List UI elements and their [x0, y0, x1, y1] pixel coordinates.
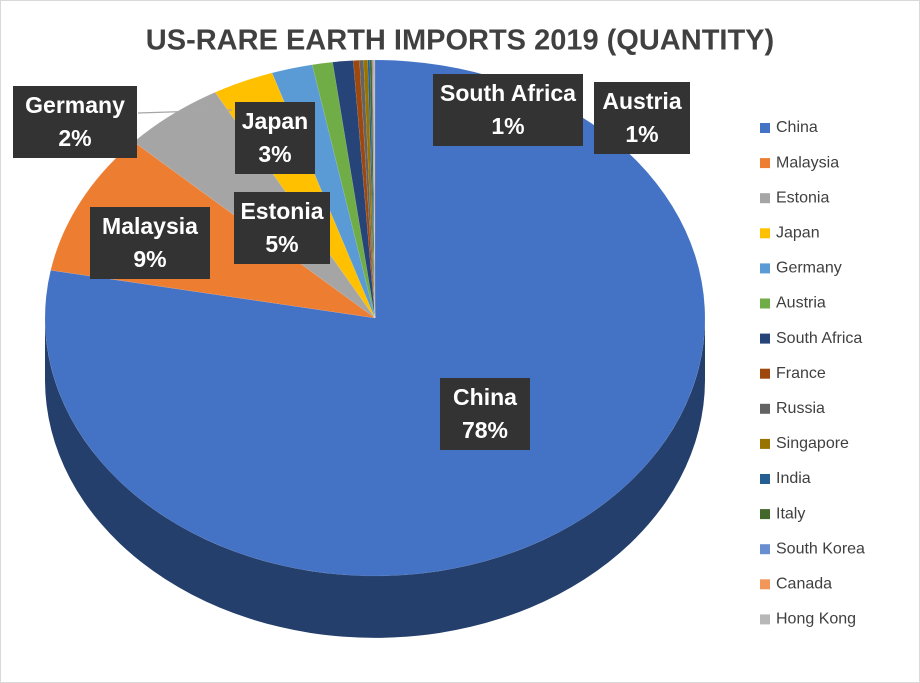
- data-label-value: 78%: [462, 417, 508, 443]
- legend-label: Hong Kong: [776, 611, 856, 628]
- data-labels: China 78% Malaysia 9% Estonia 5% Japan 3% German…: [13, 74, 690, 450]
- data-label-value: 2%: [58, 125, 91, 151]
- legend-label: Canada: [776, 576, 832, 593]
- legend-label: Singapore: [776, 435, 849, 452]
- data-label-box: [235, 102, 315, 174]
- slice-side: [45, 318, 705, 638]
- data-label-name: Japan: [242, 108, 308, 134]
- legend-swatch: [760, 298, 770, 309]
- legend-label: Japan: [776, 225, 820, 242]
- slice: [359, 59, 376, 319]
- legend-swatch: [760, 368, 770, 379]
- data-label-name: Germany: [25, 92, 125, 118]
- data-label-box: [440, 378, 530, 450]
- data-label-value: 5%: [265, 231, 298, 257]
- legend-label: China: [776, 119, 818, 136]
- legend-swatch: [760, 228, 770, 239]
- slice: [332, 60, 376, 319]
- legend-swatch: [760, 509, 770, 520]
- data-label-name: China: [453, 384, 517, 410]
- slice: [369, 59, 376, 319]
- slice: [352, 60, 376, 319]
- legend-swatch: [760, 263, 770, 274]
- legend-label: India: [776, 470, 811, 487]
- slice: [372, 59, 376, 319]
- slice: [311, 61, 376, 319]
- data-label-name: South Africa: [440, 80, 576, 106]
- data-label-name: Malaysia: [102, 213, 198, 239]
- legend-label: Russia: [776, 400, 825, 417]
- legend-swatch: [760, 123, 770, 133]
- legend-swatch: [760, 333, 770, 344]
- legend-label: South Korea: [776, 540, 865, 557]
- legend-label: Austria: [776, 295, 826, 312]
- data-label-box: [90, 207, 210, 279]
- data-label-name: Austria: [602, 88, 681, 114]
- leader-line: [137, 109, 233, 114]
- data-label-name: Estonia: [240, 198, 323, 224]
- legend-swatch: [760, 544, 770, 555]
- legend-swatch: [760, 579, 770, 590]
- legend-label: South Africa: [776, 330, 862, 347]
- data-label-box: [234, 192, 330, 264]
- data-label-value: 1%: [491, 113, 524, 139]
- legend-swatch: [760, 474, 770, 484]
- legend-label: France: [776, 365, 826, 382]
- legend-label: Malaysia: [776, 154, 839, 171]
- data-label-value: 3%: [258, 141, 291, 167]
- legend-label: Germany: [776, 260, 842, 277]
- data-label-box: [594, 82, 690, 154]
- slice: [373, 59, 376, 319]
- slice: [363, 59, 376, 319]
- legend: China Malaysia Estonia Japan Germany Austria S…: [760, 119, 865, 628]
- legend-swatch: [760, 614, 770, 625]
- chart-title: US-RARE EARTH IMPORTS 2019 (QUANTITY): [146, 25, 774, 57]
- legend-swatch: [760, 438, 770, 449]
- data-label-value: 9%: [133, 246, 166, 272]
- legend-swatch: [760, 403, 770, 414]
- legend-label: Italy: [776, 505, 805, 522]
- data-label-box: [13, 86, 137, 158]
- legend-label: Estonia: [776, 189, 829, 206]
- data-label-value: 1%: [625, 121, 658, 147]
- legend-swatch: [760, 158, 770, 169]
- legend-swatch: [760, 193, 770, 204]
- slice: [367, 59, 376, 319]
- data-label-box: [433, 74, 583, 146]
